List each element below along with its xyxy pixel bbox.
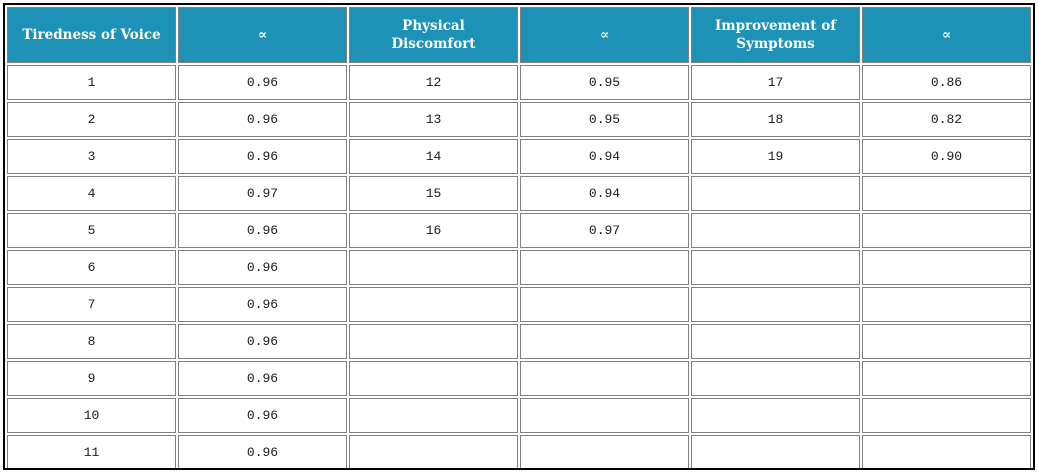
table-cell [691,361,860,396]
table-cell: 0.96 [178,65,347,100]
table-cell: 1 [7,65,176,100]
header-row: Tiredness of Voice ∝ Physical Discomfort ∝ I… [7,7,1031,63]
table-cell [691,435,860,468]
table-cell: 9 [7,361,176,396]
table-cell: 0.96 [178,287,347,322]
table-row: 8 0.96 [7,324,1031,359]
table-cell [520,287,689,322]
table-header: Tiredness of Voice ∝ Physical Discomfort ∝ I… [7,7,1031,63]
table-cell: 16 [349,213,518,248]
table-cell [691,398,860,433]
table-cell: 0.96 [178,435,347,468]
table-cell [349,435,518,468]
table-cell [349,250,518,285]
table-cell [691,250,860,285]
reliability-alpha-table: Tiredness of Voice ∝ Physical Discomfort ∝ I… [5,5,1033,468]
table-cell: 0.94 [520,176,689,211]
table-cell [862,435,1031,468]
column-header-0: Tiredness of Voice [7,7,176,63]
table-cell: 5 [7,213,176,248]
table-cell: 2 [7,102,176,137]
table-cell: 18 [691,102,860,137]
table-cell: 0.96 [178,250,347,285]
table-cell: 13 [349,102,518,137]
table-cell [862,287,1031,322]
table-frame: Tiredness of Voice ∝ Physical Discomfort ∝ I… [3,3,1035,470]
table-cell: 0.97 [520,213,689,248]
table-cell: 17 [691,65,860,100]
column-header-5: ∝ [862,7,1031,63]
table-cell: 0.94 [520,139,689,174]
table-cell [520,361,689,396]
table-cell: 8 [7,324,176,359]
column-header-1: ∝ [178,7,347,63]
column-header-4: Improvement of Symptoms [691,7,860,63]
table-cell: 19 [691,139,860,174]
column-header-2: Physical Discomfort [349,7,518,63]
table-cell [691,213,860,248]
table-cell: 11 [7,435,176,468]
table-cell [349,324,518,359]
table-cell [520,398,689,433]
table-row: 11 0.96 [7,435,1031,468]
table-cell [691,324,860,359]
table-cell [520,435,689,468]
table-row: 1 0.96 12 0.95 17 0.86 [7,65,1031,100]
table-cell: 0.95 [520,65,689,100]
table-cell [349,361,518,396]
table-cell: 12 [349,65,518,100]
table-cell: 0.96 [178,102,347,137]
table-cell: 0.96 [178,213,347,248]
table-cell: 10 [7,398,176,433]
table-row: 6 0.96 [7,250,1031,285]
table-cell [349,398,518,433]
table-cell: 0.90 [862,139,1031,174]
table-cell [862,213,1031,248]
table-row: 3 0.96 14 0.94 19 0.90 [7,139,1031,174]
table-cell [691,176,860,211]
table-cell: 7 [7,287,176,322]
table-row: 4 0.97 15 0.94 [7,176,1031,211]
table-cell [862,324,1031,359]
table-cell: 15 [349,176,518,211]
table-cell: 4 [7,176,176,211]
table-cell: 0.82 [862,102,1031,137]
table-cell: 0.96 [178,361,347,396]
table-cell [862,361,1031,396]
table-cell: 3 [7,139,176,174]
table-row: 2 0.96 13 0.95 18 0.82 [7,102,1031,137]
table-cell: 0.96 [178,139,347,174]
table-row: 10 0.96 [7,398,1031,433]
table-cell: 6 [7,250,176,285]
table-cell [862,398,1031,433]
table-cell: 14 [349,139,518,174]
table-row: 9 0.96 [7,361,1031,396]
table-cell: 0.97 [178,176,347,211]
column-header-3: ∝ [520,7,689,63]
table-cell: 0.96 [178,324,347,359]
table-cell: 0.95 [520,102,689,137]
table-cell: 0.86 [862,65,1031,100]
table-cell [691,287,860,322]
table-row: 5 0.96 16 0.97 [7,213,1031,248]
table-cell [520,250,689,285]
table-cell [862,176,1031,211]
table-cell [349,287,518,322]
table-cell: 0.96 [178,398,347,433]
table-row: 7 0.96 [7,287,1031,322]
table-cell [520,324,689,359]
table-body: 1 0.96 12 0.95 17 0.86 2 0.96 13 0.95 18 0.82 3 0.96 1… [7,65,1031,468]
table-cell [862,250,1031,285]
